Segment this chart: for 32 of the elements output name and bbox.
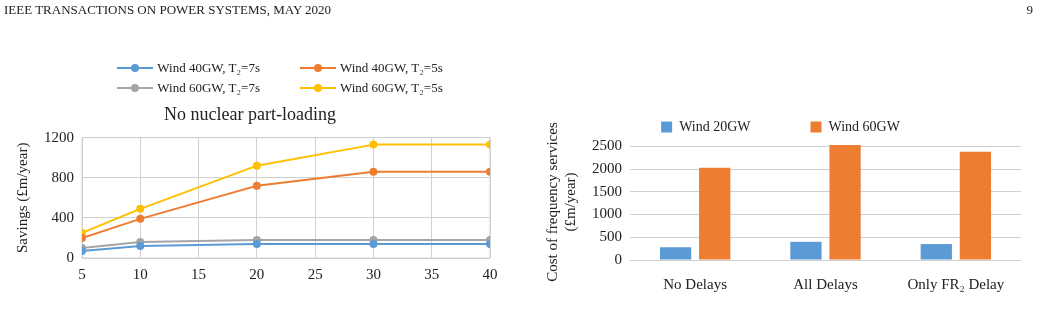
x-tick-label: 30 xyxy=(365,265,381,282)
y-tick-label: 400 xyxy=(51,208,74,225)
legend-label: Wind 60GW, T₂=5s xyxy=(340,80,443,96)
y-tick-label: 500 xyxy=(599,228,622,245)
y-tick-label: 0 xyxy=(614,250,622,267)
y-tick-label: 800 xyxy=(51,168,74,185)
text: IEEE TRANSACTIONS ON POWER SYSTEMS, MAY 2020 xyxy=(4,2,332,18)
text: 9 xyxy=(1026,2,1033,18)
y-axis-title: Savings (£m/year) xyxy=(13,142,31,253)
legend-label: Wind 40GW, T₂=5s xyxy=(340,60,443,76)
chart-title: No nuclear part-loading xyxy=(164,103,336,124)
y-tick-label: 2000 xyxy=(592,159,622,176)
legend-label: Wind 40GW, T₂=7s xyxy=(157,60,260,76)
x-tick-label: 20 xyxy=(249,265,265,282)
y-tick-label: 0 xyxy=(66,248,74,265)
y-tick-label: 2500 xyxy=(592,137,622,154)
x-tick-label: 25 xyxy=(307,265,323,282)
x-tick-label: All Delays xyxy=(793,275,858,292)
x-tick-label: 5 xyxy=(78,265,86,282)
legend-label: Wind 60GW xyxy=(828,118,901,134)
y-tick-label: 1000 xyxy=(592,205,622,222)
legend-label: Wind 20GW xyxy=(679,118,752,134)
x-tick-label: No Delays xyxy=(663,275,728,292)
x-tick-label: 40 xyxy=(482,265,498,282)
x-tick-label: 10 xyxy=(132,265,148,282)
x-tick-label: 15 xyxy=(191,265,207,282)
y-tick-label: 1500 xyxy=(592,182,622,199)
x-tick-label: Only FR₂ Delay xyxy=(907,275,1005,292)
y-axis-title: Cost of frequency services (£m/year) xyxy=(543,122,579,282)
y-tick-label: 1200 xyxy=(44,128,74,145)
legend-label: Wind 60GW, T₂=7s xyxy=(157,80,260,96)
x-tick-label: 35 xyxy=(424,265,440,282)
